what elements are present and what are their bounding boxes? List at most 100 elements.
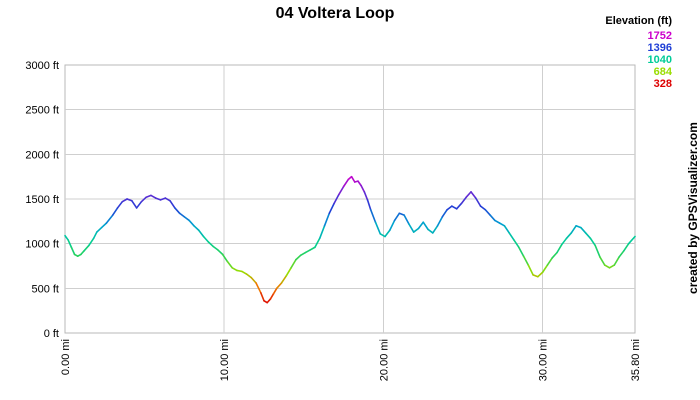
profile-segment: [193, 225, 200, 232]
profile-segment: [431, 225, 439, 234]
profile-segment: [245, 273, 253, 279]
profile-segment: [627, 235, 636, 245]
legend-title: Elevation (ft): [605, 15, 672, 27]
profile-segment: [96, 226, 103, 233]
profile-segment: [446, 205, 453, 211]
profile-segment: [174, 207, 181, 215]
profile-segment: [280, 275, 288, 284]
profile-segment: [436, 216, 444, 227]
profile-segment: [460, 196, 468, 205]
profile-segment: [178, 212, 186, 218]
profile-segment: [470, 191, 477, 199]
profile-segment: [422, 221, 429, 231]
profile-segment: [333, 193, 340, 205]
x-axis-ticks: 0.00 mi 10.00 mi 20.00 mi 30.00 mi 35.80 mi: [60, 339, 642, 381]
profile-segment: [570, 225, 577, 234]
profile-segment: [427, 228, 434, 234]
profile-segment: [599, 256, 606, 266]
profile-segment: [350, 175, 356, 183]
profile-segment: [474, 197, 482, 207]
profile-segment: [580, 226, 587, 234]
profile-segment: [88, 237, 95, 247]
profile-segment: [403, 214, 410, 225]
profile-segment: [541, 264, 549, 274]
profile-segment: [318, 225, 326, 240]
profile-segment: [92, 231, 98, 240]
profile-segment: [100, 222, 108, 229]
profile-segment: [374, 221, 382, 235]
profile-segment: [527, 264, 534, 276]
profile-segment: [451, 205, 458, 210]
x-tick-label: 10.00 mi: [219, 339, 231, 381]
profile-segment: [145, 194, 152, 199]
profile-segment: [455, 202, 463, 210]
profile-segment: [290, 258, 297, 269]
profile-segment: [556, 243, 563, 254]
profile-segment: [517, 246, 525, 257]
profile-segment: [389, 219, 396, 232]
profile-segment: [285, 266, 292, 277]
profile-segment: [465, 191, 472, 199]
profile-segment: [575, 225, 582, 229]
profile-segment: [328, 202, 335, 215]
profile-segment: [551, 251, 558, 259]
profile-segment: [357, 180, 362, 187]
profile-segment: [623, 242, 630, 252]
profile-segment: [613, 256, 620, 266]
profile-segment: [188, 219, 195, 227]
profile-segment: [217, 249, 224, 256]
profile-segment: [589, 237, 596, 247]
profile-segment: [314, 237, 321, 249]
profile-segment: [131, 199, 138, 209]
elevation-profile: [64, 175, 636, 304]
profile-segment: [522, 255, 530, 266]
profile-segment: [67, 239, 73, 249]
profile-segment: [202, 235, 210, 243]
y-tick-label: 3000 ft: [25, 60, 59, 72]
profile-segment: [207, 241, 214, 248]
profile-segment: [323, 212, 331, 227]
profile-segment: [546, 257, 554, 266]
profile-segment: [342, 178, 350, 188]
profile-segment: [255, 282, 262, 294]
profile-segment: [608, 264, 616, 269]
profile-segment: [560, 237, 568, 246]
legend-entry: 1040: [648, 54, 672, 66]
profile-segment: [513, 239, 520, 249]
profile-segment: [379, 233, 386, 238]
profile-segment: [360, 184, 366, 193]
y-tick-label: 1000 ft: [25, 239, 59, 251]
profile-segment: [295, 254, 302, 261]
profile-segment: [236, 269, 243, 273]
profile-segment: [150, 194, 157, 199]
profile-segment: [299, 251, 307, 257]
profile-segment: [489, 214, 496, 222]
profile-segment: [83, 244, 90, 252]
x-tick-label: 30.00 mi: [538, 339, 550, 381]
profile-segment: [537, 271, 544, 278]
profile-segment: [240, 270, 248, 275]
profile-segment: [275, 282, 283, 290]
profile-segment: [272, 287, 278, 295]
profile-segment: [212, 245, 219, 251]
profile-segment: [164, 197, 171, 202]
profile-segment: [221, 253, 229, 263]
profile-segment: [135, 200, 143, 209]
profile-segment: [441, 208, 448, 218]
y-tick-label: 500 ft: [31, 283, 59, 295]
profile-segment: [269, 292, 275, 300]
profile-segment: [338, 185, 345, 196]
profile-segment: [479, 205, 487, 211]
profile-segment: [369, 208, 377, 224]
profile-segment: [140, 196, 148, 203]
profile-segment: [304, 249, 311, 254]
profile-segment: [417, 221, 425, 230]
x-tick-label: 0.00 mi: [60, 339, 72, 375]
profile-segment: [408, 223, 415, 233]
profile-segment: [384, 229, 391, 238]
y-tick-label: 1500 ft: [25, 194, 59, 206]
profile-segment: [363, 191, 369, 201]
